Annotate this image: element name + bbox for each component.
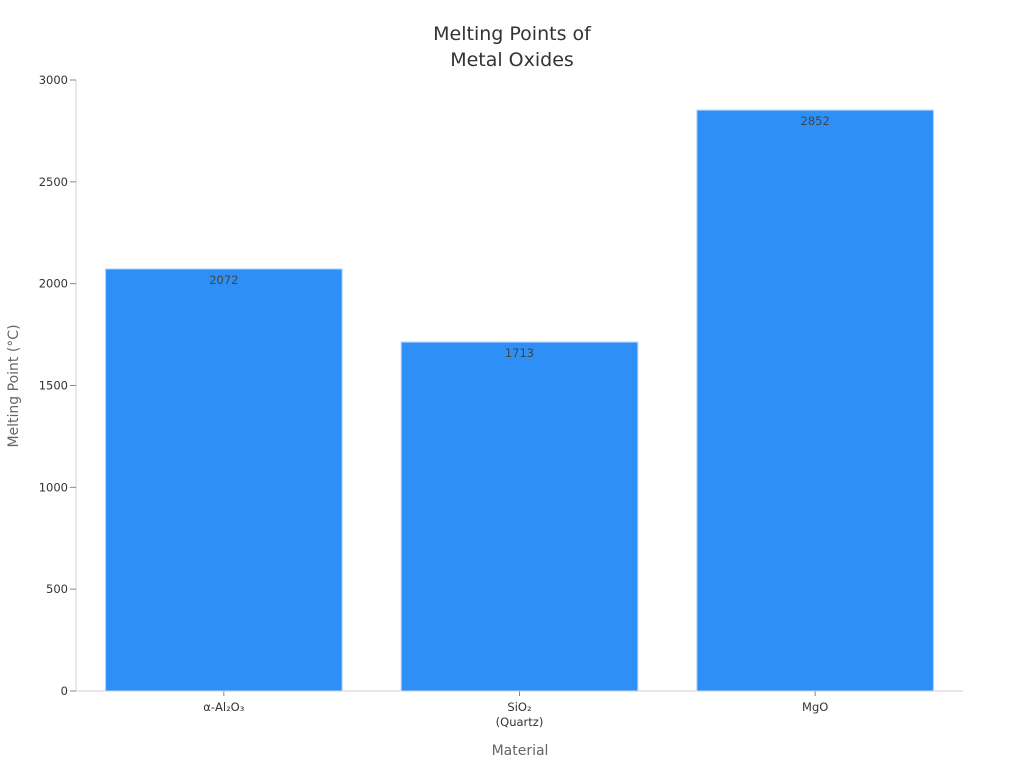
x-axis-label: Material [492,743,549,759]
x-tick-label: α-Al₂O₃ [203,700,244,714]
bar [105,268,343,692]
y-tick-label: 1000 [39,480,68,494]
bar [696,109,934,692]
data-label: 1713 [505,346,534,360]
y-tick-label: 2000 [39,277,68,291]
data-label: 2852 [801,114,830,128]
data-label: 2072 [209,273,238,287]
y-tick-label: 3000 [39,73,68,87]
y-tick-label: 500 [46,582,68,596]
y-tick-label: 1500 [39,379,68,393]
chart-title-line-1: Melting Points of [433,23,592,45]
x-tick-label: SiO₂ [507,700,531,714]
chart-title-line-2: Metal Oxides [450,49,574,71]
y-axis-label: Melting Point (°C) [6,324,22,447]
x-tick-label: MgO [802,700,828,714]
bar [400,341,639,692]
x-tick-label: (Quartz) [496,715,544,729]
y-tick-label: 0 [61,684,68,698]
y-tick-label: 2500 [39,175,68,189]
